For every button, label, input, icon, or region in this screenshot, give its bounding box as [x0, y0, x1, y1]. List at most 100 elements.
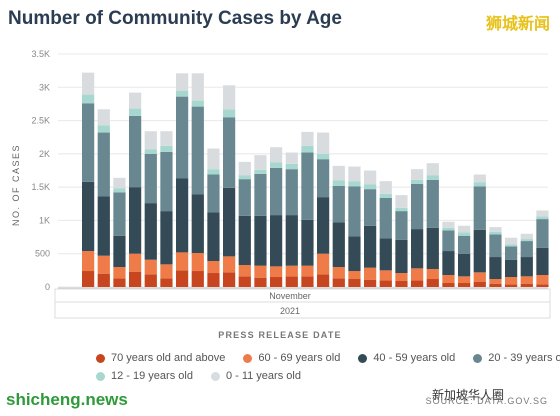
bar-segment: [505, 284, 518, 287]
legend-dot-60-69: [243, 353, 253, 363]
bar-segment: [317, 132, 330, 154]
y-tick-label: 500: [35, 249, 50, 259]
bar-segment: [458, 225, 471, 233]
bar-segment: [520, 283, 533, 287]
legend-dot-12-19: [96, 371, 105, 381]
bar-segment: [364, 267, 377, 280]
bar-segment: [473, 174, 486, 183]
bar-segment: [82, 181, 95, 252]
bar-segment: [82, 251, 95, 272]
bar-segment: [176, 73, 189, 91]
legend-item-60-69[interactable]: 60 - 69 years old: [243, 352, 340, 364]
bar-segment: [379, 270, 392, 281]
bar-segment: [536, 247, 549, 276]
bar-segment: [113, 177, 126, 189]
bar-segment: [160, 131, 173, 146]
bar-segment: [379, 193, 392, 198]
bar-segment: [223, 272, 236, 287]
bar-segment: [364, 189, 377, 226]
bar-segment: [489, 257, 502, 280]
bar-segment: [473, 281, 486, 287]
bar-segment: [348, 186, 361, 237]
x-axis-month-label: November: [269, 291, 311, 301]
bar-segment: [426, 175, 439, 180]
bar-segment: [411, 179, 424, 184]
legend-row-1: 70 years old and above 60 - 69 years old…: [96, 352, 560, 364]
bar-segment: [411, 169, 424, 180]
bar-segment: [332, 165, 345, 181]
bar-segment: [191, 271, 204, 287]
logo-text: 狮城新闻: [485, 16, 550, 33]
bar-segment: [348, 181, 361, 187]
bar-segment: [473, 182, 486, 187]
bar-segment: [270, 215, 283, 267]
bar-segment: [395, 281, 408, 287]
bar-segment: [442, 283, 455, 287]
bar-segment: [301, 265, 314, 277]
bar-segment: [207, 174, 220, 213]
bar-segment: [317, 153, 330, 160]
bar-segment: [301, 276, 314, 287]
bar-segment: [97, 273, 110, 287]
legend-item-12-19[interactable]: 12 - 19 years old: [96, 370, 193, 382]
bar-segment: [144, 153, 157, 204]
bar-segment: [395, 273, 408, 282]
bar-segment: [520, 241, 533, 258]
bar-segment: [458, 235, 471, 254]
bar-segment: [238, 161, 251, 176]
bar-segment: [223, 85, 236, 110]
y-tick-label: 3.5K: [31, 49, 50, 59]
bar-segment: [113, 278, 126, 287]
bar-segment: [191, 194, 204, 254]
legend-dot-20-39: [473, 353, 483, 363]
bar-segment: [238, 215, 251, 266]
y-tick-label: 2K: [39, 149, 50, 159]
legend-item-0-11[interactable]: 0 - 11 years old: [210, 370, 301, 382]
legend-dot-40-59: [358, 353, 368, 363]
legend-label-60-69: 60 - 69 years old: [258, 352, 341, 364]
bar-segment: [505, 277, 518, 285]
bar-segment: [411, 268, 424, 281]
bar-segment: [395, 239, 408, 274]
bar-segment: [458, 283, 471, 287]
bar-segment: [317, 197, 330, 254]
bar-segment: [129, 187, 142, 254]
legend-item-20-39[interactable]: 20 - 39 years old: [473, 352, 560, 364]
legend-item-40-59[interactable]: 40 - 59 years old: [358, 352, 455, 364]
legend-row-2: 12 - 19 years old 0 - 11 years old: [96, 370, 560, 382]
bar-segment: [97, 196, 110, 256]
bar-segment: [520, 233, 533, 240]
bar-segment: [176, 90, 189, 97]
y-tick-label: 0: [45, 282, 50, 292]
bar-segment: [207, 273, 220, 287]
bar-segment: [411, 280, 424, 287]
bar-segment: [426, 227, 439, 270]
bar-segment: [144, 259, 157, 275]
bar-segment: [82, 72, 95, 95]
bar-segment: [379, 181, 392, 194]
bar-segment: [176, 270, 189, 287]
bar-segment: [160, 145, 173, 152]
legend-label-40-59: 40 - 59 years old: [373, 352, 456, 364]
bar-segment: [348, 236, 361, 272]
bar-segment: [223, 256, 236, 273]
bar-segment: [379, 280, 392, 287]
bar-segment: [207, 261, 220, 274]
bar-segment: [129, 253, 142, 272]
bar-segment: [144, 131, 157, 150]
bar-segment: [301, 219, 314, 266]
bar-segment: [191, 253, 204, 272]
bar-segment: [395, 211, 408, 240]
bar-segment: [458, 276, 471, 284]
bar-segment: [489, 234, 502, 258]
bar-segment: [129, 92, 142, 109]
bar-segment: [426, 163, 439, 176]
bar-segment: [317, 253, 330, 275]
bar-segment: [411, 229, 424, 269]
bar-segment: [129, 115, 142, 188]
bar-segment: [505, 237, 518, 245]
wechat-watermark: 新加坡华人圈: [432, 388, 505, 402]
bar-segment: [97, 255, 110, 274]
legend-item-70-plus[interactable]: 70 years old and above: [96, 352, 225, 364]
bar-segment: [301, 152, 314, 220]
